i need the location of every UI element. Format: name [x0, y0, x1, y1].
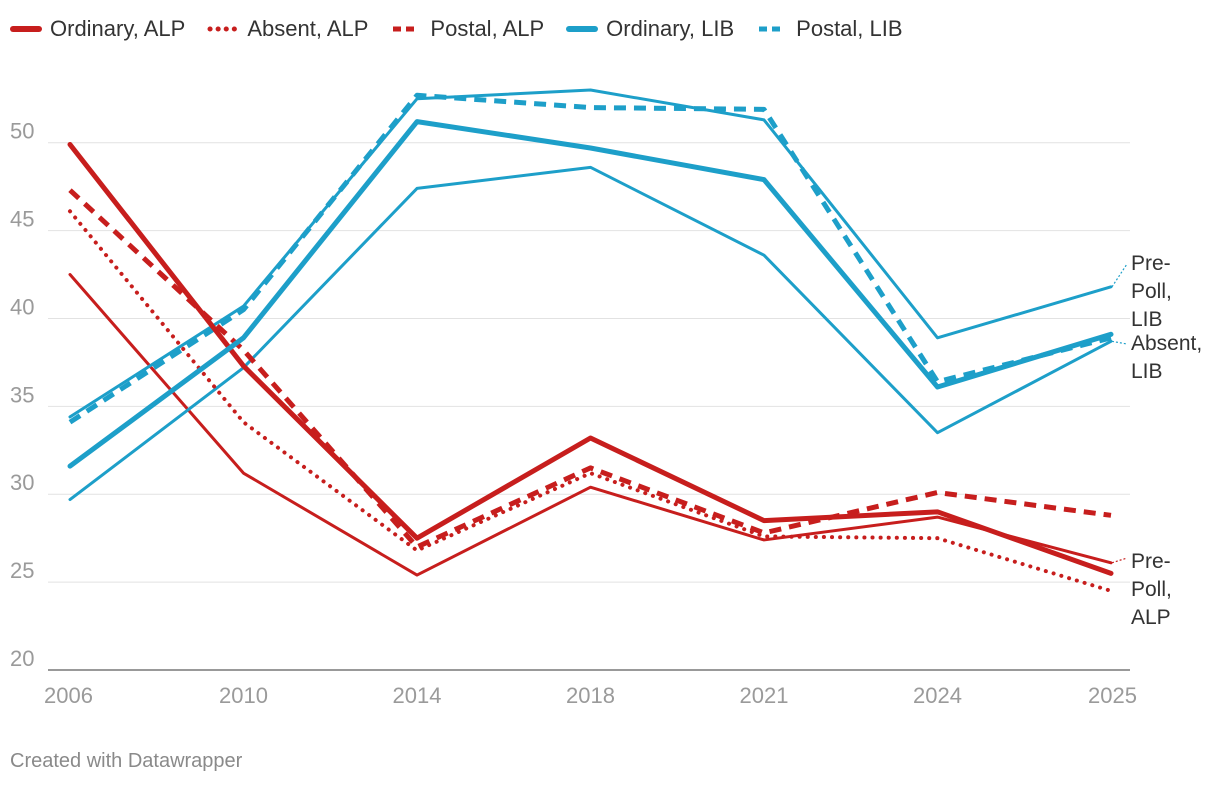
legend-item-postal-lib: Postal, LIB [756, 16, 903, 42]
legend-swatch-ordinary-alp [10, 26, 42, 32]
end-label-line: LIB [1131, 360, 1163, 383]
grid-lines [48, 142, 1130, 671]
end-label-leader-pre-poll-lib [1111, 263, 1128, 288]
legend-label-postal-lib: Postal, LIB [796, 16, 903, 41]
legend-label-postal-alp: Postal, ALP [430, 16, 545, 41]
end-label-line: Pre- [1131, 252, 1171, 275]
y-tick-label-45: 45 [10, 207, 34, 232]
legend-item-postal-alp: Postal, ALP [390, 16, 544, 42]
y-tick-label-40: 40 [10, 294, 34, 319]
x-tick-label-2010: 2010 [219, 683, 268, 708]
end-label-absent-lib: Absent, LIB [1131, 332, 1202, 383]
series-lines [67, 88, 1114, 593]
y-tick-label-35: 35 [10, 382, 34, 407]
footer-credit: Created with Datawrapper [10, 750, 243, 772]
legend-item-ordinary-lib: Ordinary, LIB [566, 16, 734, 42]
legend-label-ordinary-lib: Ordinary, LIB [606, 16, 735, 41]
end-label-pre-poll-lib: Pre- Poll, LIB [1131, 252, 1172, 331]
end-label-leader-absent-lib [1111, 340, 1128, 345]
legend-swatch-postal-lib [759, 26, 786, 32]
x-tick-label-2018: 2018 [566, 683, 615, 708]
y-tick-label-20: 20 [10, 646, 34, 671]
series-line-postal-lib [68, 92, 1112, 425]
legend-swatch-ordinary-lib [566, 26, 599, 32]
series-line-absent-alp [68, 209, 1113, 593]
end-label-line: Poll, [1131, 578, 1172, 601]
x-tick-label-2021: 2021 [740, 683, 789, 708]
end-label-line: Pre- [1131, 550, 1171, 573]
x-tick-label-2006: 2006 [44, 683, 93, 708]
end-label-line: ALP [1131, 606, 1171, 629]
y-tick-label-25: 25 [10, 558, 34, 583]
series-line-postal-alp [68, 188, 1112, 550]
end-label-line: Absent, [1131, 332, 1202, 355]
end-label-line: Poll, [1131, 280, 1172, 303]
end-label-leader-pre-poll-alp [1111, 557, 1128, 564]
legend-item-ordinary-alp: Ordinary, ALP [10, 16, 185, 42]
end-label-line: LIB [1131, 308, 1163, 331]
y-tick-label-50: 50 [10, 119, 34, 144]
chart-legend: Ordinary, ALP Absent, ALP Postal, ALP Ordin… [10, 14, 903, 44]
series-line-ordinary-lib [67, 119, 1114, 469]
legend-swatch-postal-alp [393, 26, 420, 32]
end-label-pre-poll-alp: Pre- Poll, ALP [1131, 550, 1172, 629]
series-line-pre-poll-alp [68, 273, 1113, 577]
series-line-ordinary-alp [67, 141, 1114, 576]
x-tick-label-2014: 2014 [393, 683, 442, 708]
x-tick-label-2024: 2024 [913, 683, 962, 708]
series-line-pre-poll-lib [68, 88, 1113, 419]
y-tick-label-30: 30 [10, 470, 34, 495]
legend-label-ordinary-alp: Ordinary, ALP [50, 16, 186, 41]
legend-label-absent-alp: Absent, ALP [247, 16, 369, 41]
legend-item-absent-alp: Absent, ALP [207, 16, 368, 42]
x-tick-label-2025: 2025 [1088, 683, 1137, 708]
